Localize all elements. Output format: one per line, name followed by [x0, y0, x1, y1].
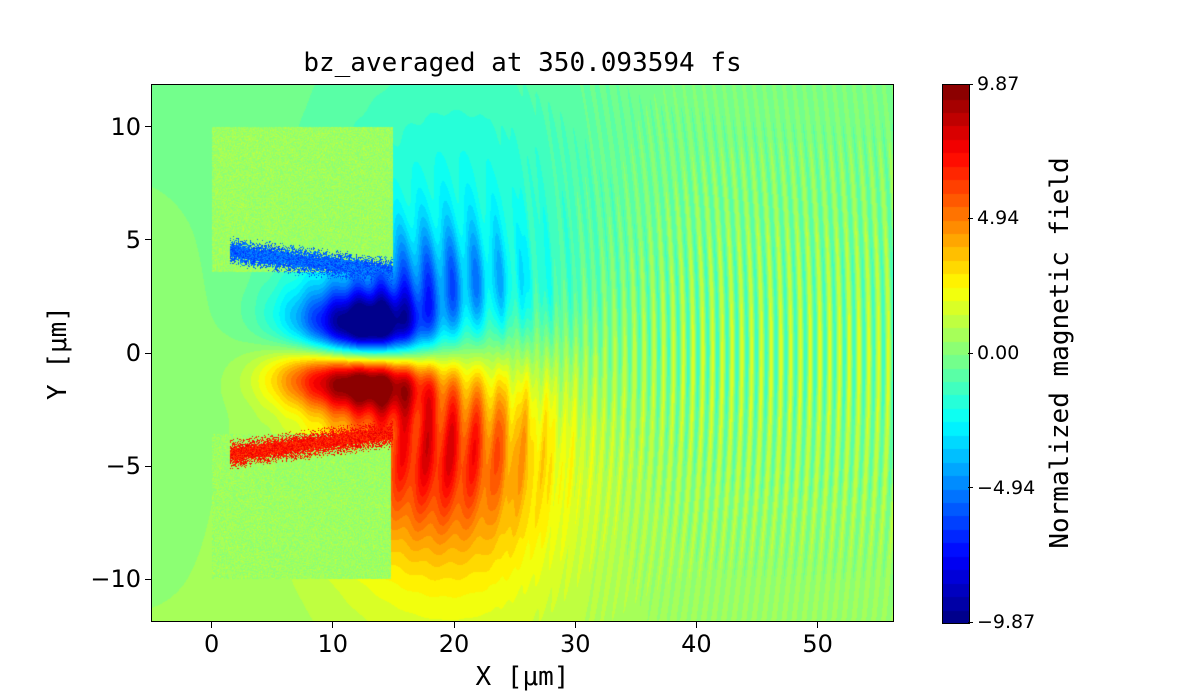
heatmap-field [151, 84, 894, 622]
colorbar-tick-label: 9.87 [977, 73, 1020, 95]
colorbar-tick-label: 4.94 [977, 207, 1020, 230]
x-tick-label: 20 [438, 630, 470, 658]
colorbar-tick-label: −4.94 [977, 476, 1036, 499]
plot-frame [151, 84, 894, 622]
y-tick-mark [145, 465, 151, 467]
x-tick-mark [574, 622, 576, 628]
y-tick-mark [145, 352, 151, 354]
colorbar-tick-label: 0.00 [977, 342, 1020, 364]
y-tick-label: 0 [125, 339, 141, 367]
x-tick-mark [817, 622, 819, 628]
x-tick-label: 40 [681, 630, 712, 658]
colorbar-tick-mark [968, 487, 973, 489]
x-tick-mark [332, 622, 334, 628]
y-tick-mark [145, 239, 151, 241]
colorbar-tick-label: −9.87 [977, 611, 1036, 633]
colorbar-label: Normalized magnetic field [1045, 157, 1075, 549]
y-axis-label: Y [μm] [43, 306, 73, 400]
x-tick-label: 10 [317, 630, 349, 658]
x-tick-label: 50 [802, 630, 833, 658]
x-tick-mark [695, 622, 697, 628]
y-tick-label: −5 [105, 452, 141, 481]
y-tick-mark [145, 126, 151, 128]
chart-title: bz_averaged at 350.093594 fs [303, 48, 742, 78]
x-tick-label: 30 [559, 630, 591, 658]
x-tick-mark [211, 622, 213, 628]
y-tick-label: −10 [90, 565, 141, 594]
colorbar-tick-mark [968, 217, 973, 219]
colorbar-tick-mark [968, 621, 973, 623]
x-tick-mark [453, 622, 455, 628]
colorbar-tick-mark [968, 83, 973, 85]
x-tick-label: 0 [203, 630, 220, 658]
y-tick-label: 5 [125, 225, 141, 254]
y-tick-mark [145, 578, 151, 580]
y-tick-label: 10 [110, 112, 141, 141]
x-axis-label: X [μm] [475, 662, 570, 692]
colorbar-tick-mark [968, 352, 973, 354]
colorbar [942, 84, 970, 624]
